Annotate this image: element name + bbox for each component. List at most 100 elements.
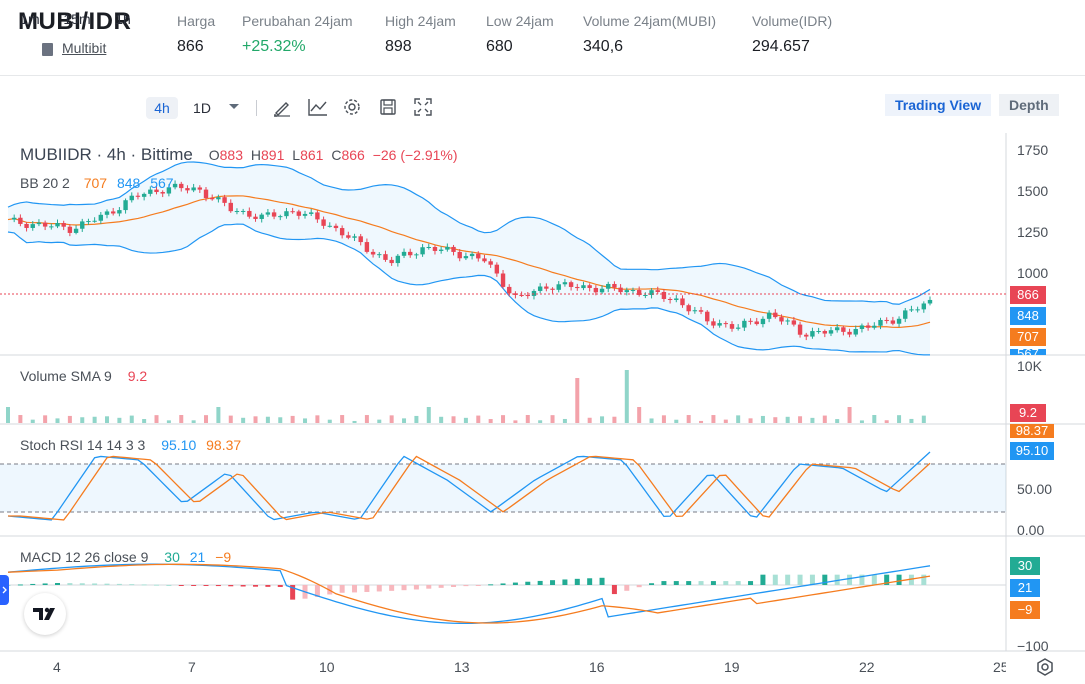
macd-histogram-bar bbox=[215, 585, 221, 587]
draw-pen-icon[interactable] bbox=[272, 97, 292, 117]
macd-histogram-bar bbox=[748, 581, 754, 585]
last-price-label: 866 bbox=[1010, 286, 1046, 304]
candle-body bbox=[160, 192, 165, 194]
candle-body bbox=[315, 212, 320, 220]
tradingview-logo[interactable] bbox=[24, 593, 66, 635]
macd-histogram-bar bbox=[451, 585, 457, 588]
bb-lower-line bbox=[7, 223, 931, 356]
candle-body bbox=[445, 246, 450, 250]
bb-upper-label: 848 bbox=[1010, 307, 1046, 325]
stoch-d-label: 98.37 bbox=[1010, 424, 1054, 438]
macd-histogram-bar bbox=[908, 574, 914, 585]
macd-histogram-bar bbox=[438, 585, 444, 588]
trading-view-button[interactable]: Trading View bbox=[885, 94, 992, 116]
volume-bar bbox=[414, 415, 419, 423]
candle-body bbox=[265, 212, 271, 215]
candle-body bbox=[141, 193, 147, 197]
volume-bar bbox=[822, 415, 827, 423]
macd-histogram-bar bbox=[735, 581, 741, 585]
candle-body bbox=[11, 217, 17, 220]
stat-volume-mubi: Volume 24jam(MUBI) 340,6 bbox=[583, 13, 716, 56]
candle-body bbox=[172, 183, 178, 188]
candle-body bbox=[253, 216, 258, 219]
bb-upper-line bbox=[7, 161, 931, 305]
candle-body bbox=[476, 253, 481, 259]
tf-1m[interactable]: 1m bbox=[20, 11, 40, 27]
volume-label: Volume SMA 9 bbox=[20, 368, 112, 384]
volume-bar bbox=[179, 415, 184, 423]
candle-body bbox=[556, 284, 561, 290]
macd-histogram-bar bbox=[834, 574, 840, 585]
settings-gear-icon[interactable] bbox=[342, 97, 362, 117]
volume-bar bbox=[55, 418, 60, 423]
book-icon bbox=[42, 43, 53, 56]
macd-histogram-bar bbox=[661, 581, 667, 585]
x-tick: 7 bbox=[188, 659, 196, 675]
candle-body bbox=[98, 214, 104, 221]
candle-body bbox=[723, 323, 728, 325]
volume-bar bbox=[661, 415, 666, 423]
macd-histogram-bar bbox=[178, 585, 184, 586]
stat-high: High 24jam 898 bbox=[385, 13, 456, 56]
candle-body bbox=[24, 223, 29, 228]
volume-legend: Volume SMA 9 9.2 bbox=[20, 368, 147, 384]
macd-histogram-bar bbox=[228, 585, 234, 587]
tf-15m[interactable]: 15m bbox=[63, 11, 91, 27]
panel-expand-handle[interactable] bbox=[0, 575, 9, 605]
volume-bar bbox=[377, 419, 382, 423]
macd-histogram-bar bbox=[809, 574, 815, 585]
macd-histogram-bar bbox=[339, 585, 345, 593]
ohlc-c-label: C bbox=[331, 147, 342, 163]
macd-histogram-bar bbox=[426, 585, 432, 589]
macd-histogram-bar bbox=[55, 582, 61, 585]
tf-1h[interactable]: 1h bbox=[115, 11, 131, 27]
candle-body bbox=[599, 288, 605, 293]
volume-bar bbox=[810, 417, 815, 423]
macd-histogram-bar bbox=[921, 574, 927, 585]
macd-histogram-bar bbox=[240, 585, 246, 587]
candle-body bbox=[705, 311, 710, 322]
volume-bar bbox=[327, 419, 332, 423]
candle-body bbox=[717, 323, 722, 326]
save-icon[interactable] bbox=[378, 97, 398, 117]
candle-body bbox=[630, 290, 636, 292]
tf-1d[interactable]: 1D bbox=[193, 100, 211, 116]
price-chart[interactable] bbox=[0, 133, 1085, 684]
candle-body bbox=[841, 327, 846, 332]
candle-body bbox=[909, 309, 914, 311]
candle-body bbox=[426, 246, 431, 248]
candle-body bbox=[451, 246, 456, 252]
candle-body bbox=[395, 255, 401, 264]
volume-bar bbox=[897, 415, 902, 423]
macd-legend: MACD 12 26 close 9 30 21 −9 bbox=[20, 549, 231, 565]
depth-button[interactable]: Depth bbox=[999, 94, 1059, 116]
fullscreen-icon[interactable] bbox=[413, 97, 433, 117]
stat-label: Low 24jam bbox=[486, 13, 554, 29]
candle-body bbox=[525, 295, 530, 297]
x-tick: 16 bbox=[589, 659, 605, 675]
candle-body bbox=[166, 187, 172, 194]
candle-body bbox=[680, 298, 685, 306]
candle-body bbox=[296, 211, 302, 216]
macd-histogram-bar bbox=[79, 583, 85, 585]
macd-histogram-bar bbox=[611, 585, 617, 595]
chevron-down-icon[interactable] bbox=[228, 103, 240, 111]
candle-body bbox=[358, 236, 363, 243]
stat-price: Harga 866 bbox=[177, 13, 215, 56]
volume-bar bbox=[562, 418, 567, 423]
candle-body bbox=[618, 287, 623, 293]
price-tick: 1000 bbox=[1017, 265, 1049, 281]
scale-settings-icon[interactable] bbox=[1035, 657, 1055, 677]
exchange-link[interactable]: Multibit bbox=[62, 40, 107, 56]
volume-value-label: 9.2 bbox=[1010, 404, 1046, 422]
volume-bar bbox=[624, 370, 629, 423]
indicators-icon[interactable] bbox=[307, 97, 329, 117]
candle-body bbox=[346, 235, 351, 238]
bb-lower-label: 567 bbox=[1010, 349, 1046, 355]
bb-legend: BB 20 2 707 848 567 bbox=[20, 175, 174, 191]
volume-bar bbox=[748, 418, 753, 423]
pair-title: MUBI/IDR bbox=[18, 8, 132, 35]
candle-body bbox=[117, 210, 122, 214]
tf-4h[interactable]: 4h bbox=[146, 97, 178, 119]
candle-body bbox=[228, 202, 233, 212]
